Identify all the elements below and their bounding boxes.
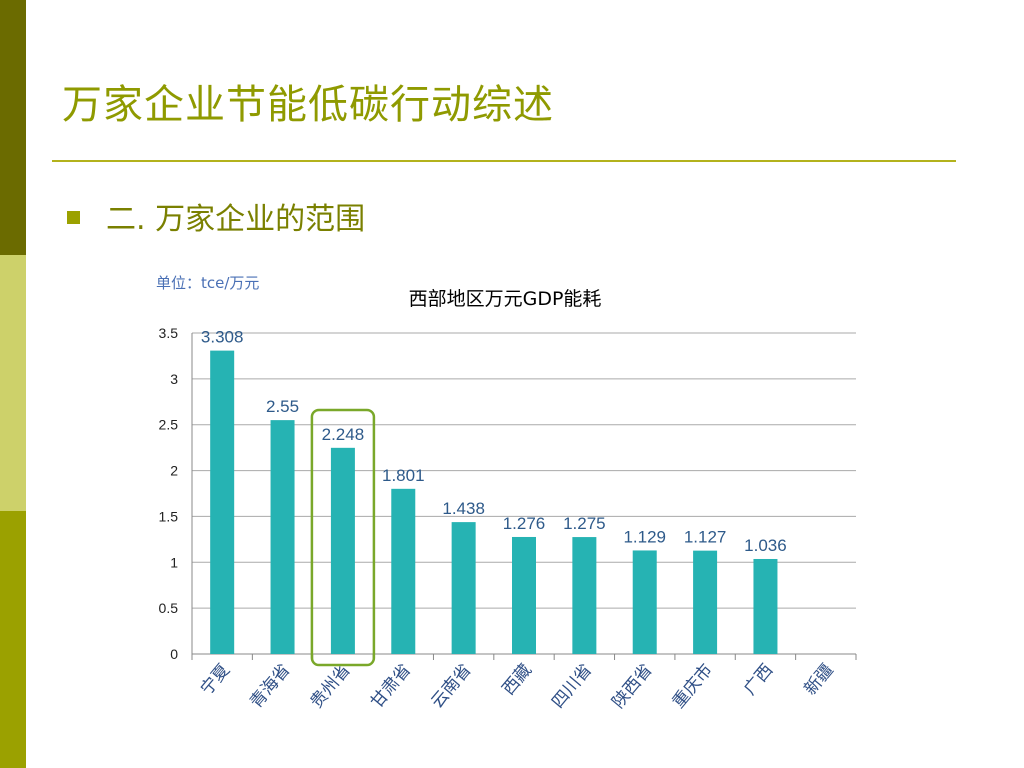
x-tick-label: 青海省 [246, 660, 294, 712]
bar [512, 536, 536, 654]
data-label: 1.127 [684, 528, 727, 547]
x-tick-label: 宁夏 [197, 660, 234, 699]
bar [330, 447, 355, 654]
y-tick-label: 0 [170, 646, 178, 662]
bar [572, 537, 597, 654]
slide-title: 万家企业节能低碳行动综述 [62, 82, 554, 128]
y-tick-label: 0.5 [159, 600, 179, 616]
bar [451, 522, 476, 654]
side-bar-top [0, 0, 26, 255]
bar [210, 350, 235, 654]
x-tick-label: 甘肃省 [367, 660, 415, 712]
bullet-square-icon [67, 211, 80, 224]
x-tick-label: 重庆市 [669, 660, 717, 712]
bar [693, 550, 718, 654]
x-tick-label: 西藏 [499, 660, 536, 699]
x-tick-label: 陕西省 [608, 660, 656, 712]
data-label: 1.129 [623, 527, 666, 546]
bar [270, 420, 295, 654]
y-tick-label: 3.5 [159, 325, 179, 341]
data-label: 1.276 [503, 514, 546, 533]
y-tick-label: 3 [170, 371, 178, 387]
x-tick-label: 四川省 [548, 660, 596, 712]
data-label: 1.438 [442, 499, 485, 518]
unit-label: 单位：tce/万元 [156, 274, 260, 292]
x-tick-label: 云南省 [427, 660, 475, 712]
y-tick-label: 1 [170, 554, 178, 570]
side-bar-middle [0, 255, 26, 511]
x-tick-label: 新疆 [800, 660, 837, 699]
data-label: 1.036 [744, 536, 787, 555]
data-label: 2.248 [322, 425, 365, 444]
bullet-text: 二. 万家企业的范围 [106, 202, 366, 237]
x-tick-label: 广西 [740, 660, 777, 699]
y-tick-label: 2 [170, 463, 178, 479]
data-label: 3.308 [201, 328, 244, 347]
data-label: 1.801 [382, 466, 425, 485]
side-bar-bottom [0, 511, 26, 768]
y-tick-label: 1.5 [159, 508, 179, 524]
data-label: 1.275 [563, 514, 606, 533]
chart-title: 西部地区万元GDP能耗 [408, 288, 602, 310]
bar [753, 558, 778, 654]
data-label: 2.55 [266, 397, 299, 416]
highlight-box [310, 408, 376, 667]
bar [391, 488, 416, 654]
x-tick-label: 贵州省 [307, 660, 355, 712]
title-divider [52, 160, 956, 162]
bar [632, 550, 657, 654]
y-tick-label: 2.5 [159, 417, 179, 433]
